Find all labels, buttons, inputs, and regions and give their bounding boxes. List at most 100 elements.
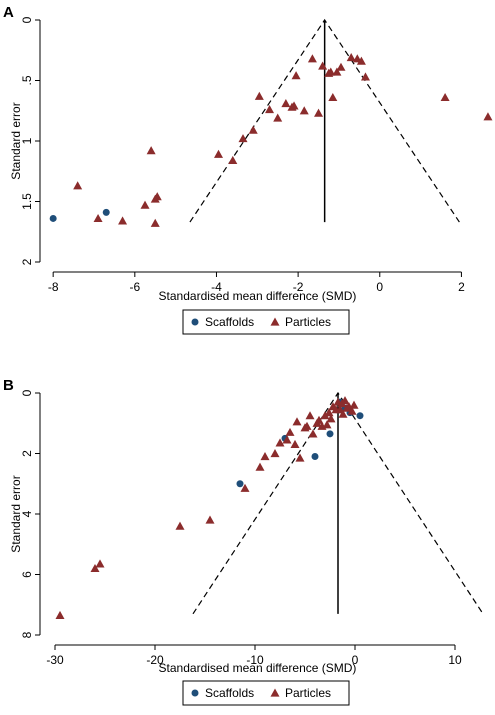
particles-point xyxy=(307,54,317,63)
x-tick-label: -2 xyxy=(293,280,304,294)
particles-point xyxy=(93,213,103,223)
particles-point xyxy=(150,194,160,203)
particles-point xyxy=(281,98,291,108)
y-axis-title: Standard error xyxy=(9,475,23,552)
y-tick-label: 4 xyxy=(20,510,34,517)
scaffolds-point xyxy=(356,412,364,420)
particles-point xyxy=(282,435,292,444)
particles-point xyxy=(328,92,338,102)
legend-scaffolds-label: Scaffolds xyxy=(205,686,254,700)
x-axis-title: Standardised mean difference (SMD) xyxy=(159,661,357,675)
particles-point xyxy=(332,67,342,76)
particles-point xyxy=(260,452,270,461)
particles-point xyxy=(314,415,324,424)
x-tick-label: -30 xyxy=(46,653,64,667)
particles-point xyxy=(290,439,300,449)
x-tick-label: 10 xyxy=(448,653,462,667)
particles-point xyxy=(248,125,258,134)
particles-point xyxy=(295,453,305,462)
panel-label: A xyxy=(3,4,14,21)
y-tick-label: 8 xyxy=(20,631,34,638)
particles-point xyxy=(305,411,315,420)
x-tick-label: -4 xyxy=(211,280,222,294)
y-tick-label: 0 xyxy=(20,16,34,23)
particles-point xyxy=(360,72,370,81)
legend-particles-marker xyxy=(270,317,280,326)
x-tick-label: -6 xyxy=(129,280,140,294)
particles-point xyxy=(275,438,285,447)
particles-point xyxy=(289,101,299,110)
particles-point xyxy=(175,521,185,530)
particles-point xyxy=(55,610,65,619)
particles-point xyxy=(140,200,150,209)
particles-point xyxy=(73,181,83,190)
particles-point xyxy=(308,429,318,438)
particles-point xyxy=(292,417,302,426)
particles-point xyxy=(146,146,156,155)
scaffolds-point xyxy=(326,430,334,438)
y-tick-label: .5 xyxy=(20,75,34,85)
particles-point xyxy=(255,462,265,471)
x-tick-label: 2 xyxy=(458,280,465,294)
y-tick-label: 0 xyxy=(20,389,34,396)
x-tick-label: -20 xyxy=(146,653,164,667)
particles-point xyxy=(291,71,301,80)
particles-point xyxy=(285,427,295,436)
particles-point xyxy=(318,61,328,70)
legend-scaffolds-label: Scaffolds xyxy=(205,315,254,329)
x-tick-label: 0 xyxy=(352,653,359,667)
legend xyxy=(182,680,350,706)
panel-label: B xyxy=(3,377,14,394)
particles-point xyxy=(440,92,450,102)
x-tick-label: -10 xyxy=(246,653,264,667)
y-tick-label: 6 xyxy=(20,571,34,578)
legend-scaffolds-marker xyxy=(191,689,199,697)
particles-point xyxy=(302,421,312,430)
x-axis-title: Standardised mean difference (SMD) xyxy=(159,289,357,303)
particles-point xyxy=(214,149,224,158)
particles-point xyxy=(338,409,348,418)
legend xyxy=(182,309,350,335)
scaffolds-point xyxy=(49,214,57,222)
particles-point xyxy=(346,53,356,62)
x-tick-label: -8 xyxy=(48,280,59,294)
particles-point xyxy=(118,216,128,225)
legend-scaffolds-marker xyxy=(191,318,199,326)
particles-point xyxy=(347,406,357,415)
scaffolds-point xyxy=(236,480,244,488)
particles-point xyxy=(254,91,264,100)
particles-point xyxy=(326,414,336,423)
particles-point xyxy=(324,408,334,417)
y-tick-label: 2 xyxy=(20,258,34,265)
particles-point xyxy=(95,559,105,568)
particles-point xyxy=(299,106,309,115)
particles-point xyxy=(322,420,332,429)
legend-particles-label: Particles xyxy=(285,315,331,329)
particles-point xyxy=(228,155,238,164)
particles-point xyxy=(314,108,324,117)
particles-point xyxy=(205,515,215,524)
particles-point xyxy=(320,411,330,420)
legend-particles-marker xyxy=(270,688,280,697)
x-tick-label: 0 xyxy=(376,280,383,294)
particles-point xyxy=(273,113,283,122)
particles-point xyxy=(326,67,336,76)
scaffolds-point xyxy=(311,453,319,461)
scaffolds-point xyxy=(102,208,110,216)
particles-point xyxy=(150,218,160,227)
particles-point xyxy=(356,56,366,65)
particles-point xyxy=(240,483,250,492)
y-tick-label: 2 xyxy=(20,450,34,457)
particles-point xyxy=(483,112,493,121)
particles-point xyxy=(270,449,280,458)
y-tick-label: 1.5 xyxy=(20,193,34,210)
y-axis-title: Standard error xyxy=(9,102,23,179)
particles-point xyxy=(349,400,359,409)
particles-point xyxy=(340,396,350,405)
particles-point xyxy=(336,62,346,71)
legend-particles-label: Particles xyxy=(285,686,331,700)
